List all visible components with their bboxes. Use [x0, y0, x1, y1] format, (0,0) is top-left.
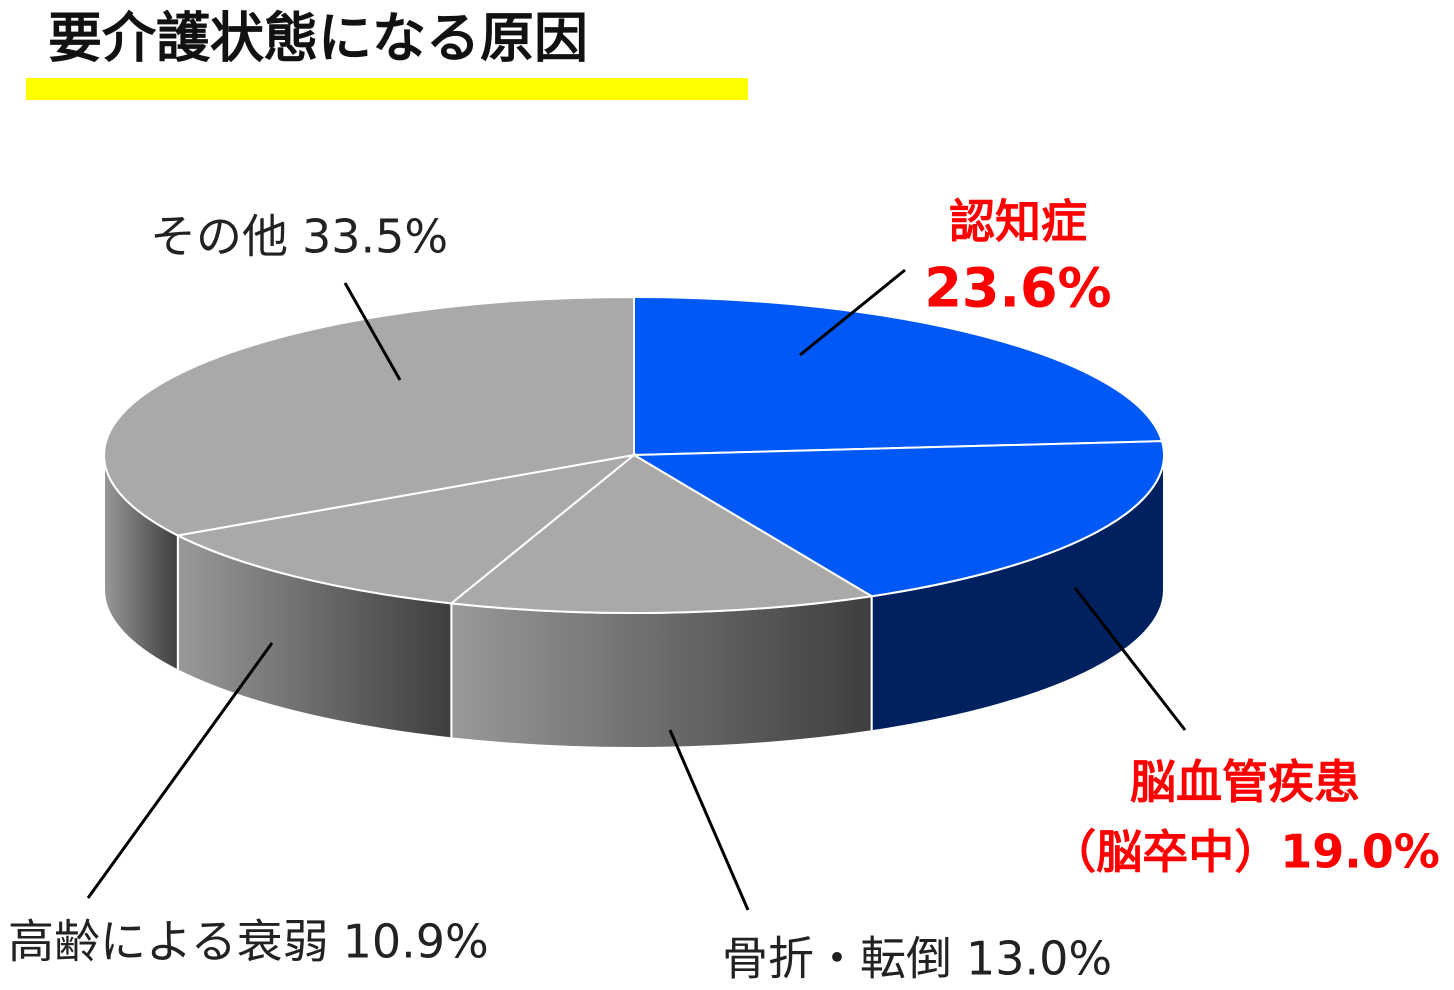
- leader-line: [1073, 587, 1187, 731]
- leader-line: [343, 282, 402, 381]
- value-label: 19.0%: [1280, 825, 1440, 879]
- slice-label: 骨折・転倒: [722, 932, 952, 986]
- pie-slice: [633, 295, 1164, 457]
- pie-slice: [174, 453, 638, 605]
- chart-title: 要介護状態になる原因: [48, 7, 588, 70]
- slice-label: その他: [150, 210, 288, 264]
- pie-slice: [630, 440, 1165, 598]
- value-label: 33.5%: [302, 210, 448, 264]
- value-label: 10.9%: [343, 915, 489, 969]
- value-label: 13.0%: [966, 932, 1112, 986]
- pie-slice: [103, 295, 635, 537]
- pie-side: [450, 595, 873, 749]
- title-underline: [26, 78, 748, 100]
- slice-label: 高齢による衰弱: [8, 915, 329, 969]
- leader-line: [86, 642, 274, 899]
- slice-label: 脳血管疾患（脳卒中）: [1050, 755, 1360, 879]
- slice-label: 認知症: [949, 195, 1087, 249]
- pie-slice: [448, 453, 875, 614]
- leader-line: [799, 268, 906, 357]
- leader-line: [668, 729, 750, 911]
- value-label: 23.6%: [924, 257, 1111, 320]
